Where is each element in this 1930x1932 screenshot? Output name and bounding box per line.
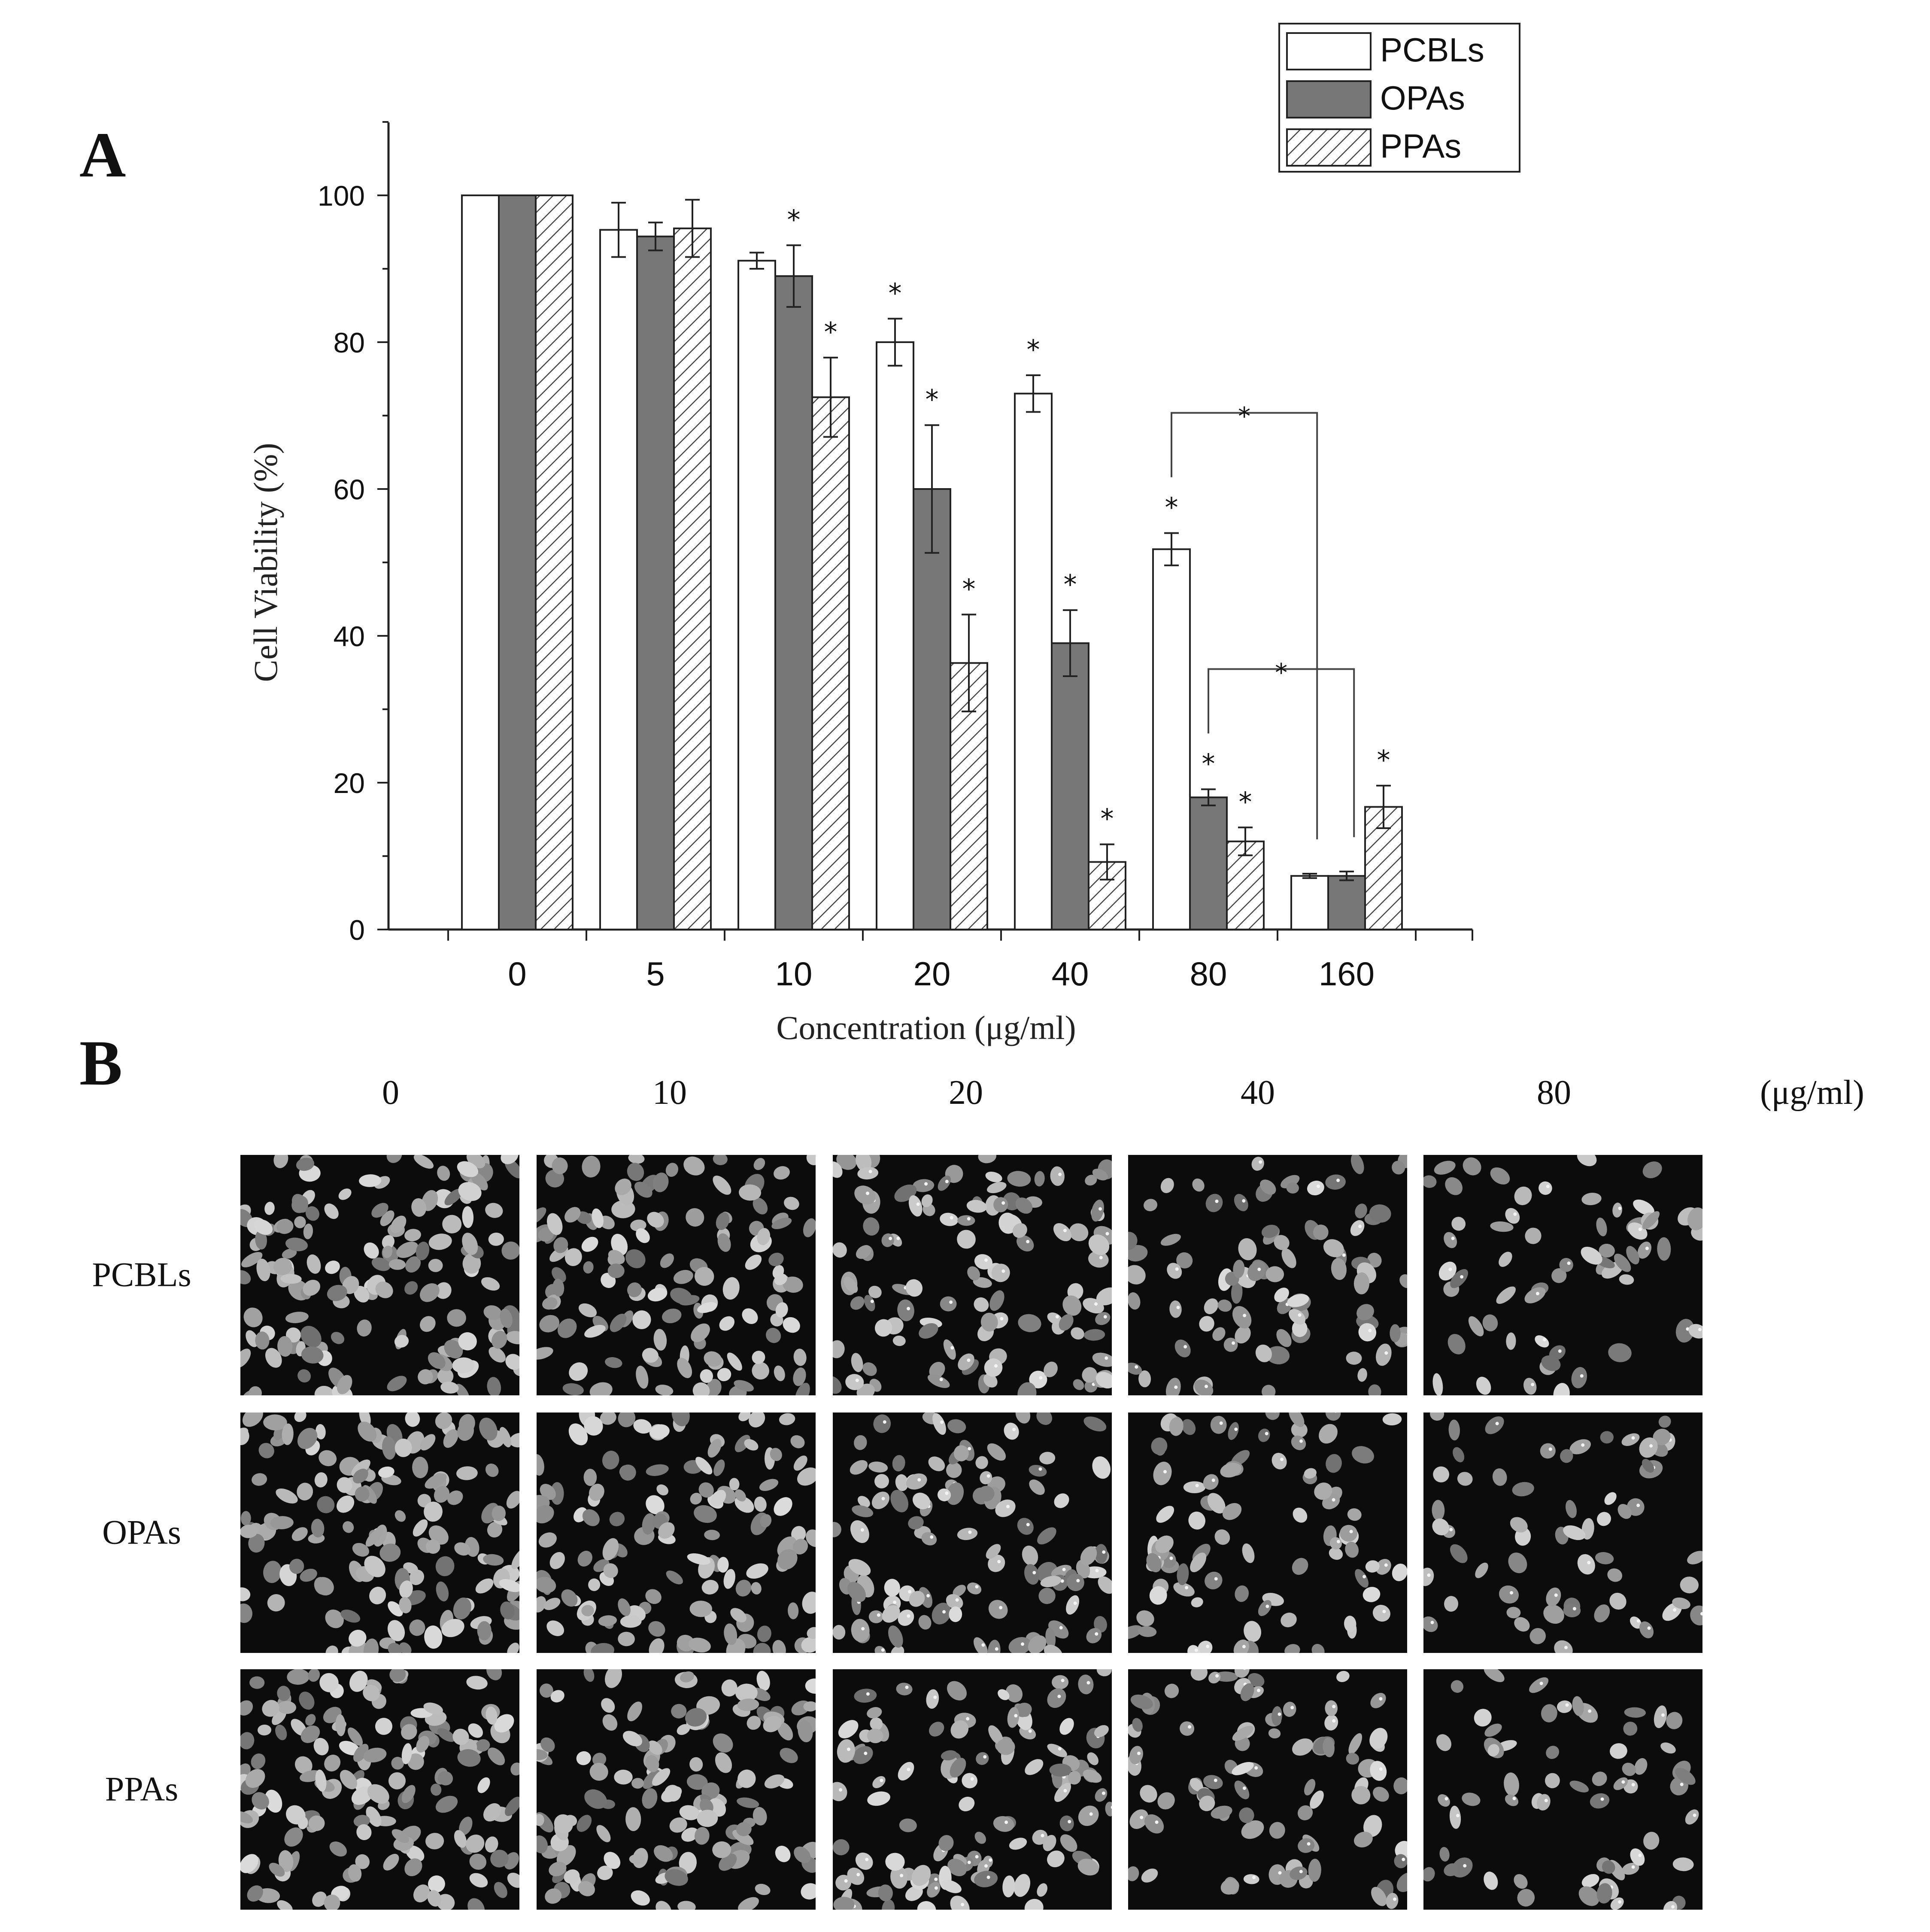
x-tick-label: 20 — [913, 955, 951, 993]
significance-marker: * — [1064, 569, 1077, 600]
significance-marker: * — [1202, 748, 1215, 779]
significance-marker: * — [889, 277, 902, 309]
y-tick-label: 80 — [334, 327, 365, 358]
bar — [1051, 642, 1089, 930]
significance-marker: * — [787, 204, 801, 235]
bar — [774, 275, 813, 930]
panel-a-label: A — [79, 119, 126, 191]
fluorescence-micrograph — [1128, 1155, 1407, 1395]
bar — [1014, 392, 1053, 931]
significance-marker: * — [824, 316, 838, 348]
bar — [461, 194, 500, 930]
significance-marker: * — [1101, 803, 1114, 835]
legend-swatch — [1286, 32, 1372, 70]
y-tick-label: 100 — [318, 180, 365, 212]
bar — [1189, 796, 1228, 930]
legend-label: PPAs — [1380, 127, 1461, 165]
legend-swatch — [1286, 80, 1372, 118]
fluorescence-micrograph — [833, 1413, 1112, 1653]
significance-marker: * — [1027, 334, 1040, 365]
significance-marker: * — [1377, 744, 1390, 776]
bar — [1152, 548, 1191, 930]
fluorescence-micrograph — [1423, 1669, 1702, 1910]
concentration-column-label: 40 — [1241, 1074, 1275, 1112]
bar — [498, 194, 537, 930]
y-axis-title: Cell Viability (%) — [247, 443, 284, 682]
concentration-column-label: 80 — [1537, 1074, 1571, 1112]
bar — [876, 341, 914, 930]
y-tick-label: 40 — [334, 620, 365, 652]
y-tick-label: 60 — [334, 474, 365, 505]
y-tick-label: 0 — [349, 914, 365, 946]
significance-marker: * — [926, 384, 939, 415]
fluorescence-micrograph — [240, 1155, 519, 1395]
fluorescence-micrograph — [833, 1155, 1112, 1395]
fluorescence-micrograph — [1128, 1413, 1407, 1653]
bar-chart: 0 20 40 60 80 100 0 5 10 20 40 80 160 Concentration (… — [247, 23, 1520, 1046]
panel-b-label: B — [79, 1027, 123, 1099]
fluorescence-micrograph — [1423, 1413, 1702, 1653]
legend-swatch — [1286, 128, 1372, 167]
fluorescence-micrograph — [833, 1669, 1112, 1910]
x-tick-label: 160 — [1319, 955, 1375, 993]
x-tick-label: 10 — [775, 955, 813, 993]
bar — [535, 194, 574, 930]
bar — [1327, 875, 1366, 931]
bar — [599, 229, 638, 930]
bar — [737, 260, 776, 931]
treatment-row-label: PCBLs — [92, 1256, 191, 1294]
concentration-column-label: 10 — [652, 1074, 687, 1112]
fluorescence-micrograph — [537, 1155, 816, 1395]
concentration-column-label: 0 — [382, 1074, 399, 1112]
comparison-marker: * — [1238, 402, 1250, 431]
concentration-unit-label: (μg/ml) — [1760, 1074, 1864, 1112]
fluorescence-micrograph — [537, 1669, 816, 1910]
x-axis-title: Concentration (μg/ml) — [776, 1009, 1076, 1046]
fluorescence-micrograph — [1128, 1669, 1407, 1910]
x-tick-label: 40 — [1052, 955, 1089, 993]
bar — [636, 235, 675, 930]
significance-marker: * — [962, 573, 976, 605]
legend-label: PCBLs — [1380, 31, 1484, 69]
comparison-marker: * — [1275, 658, 1287, 687]
x-tick-label: 80 — [1190, 955, 1227, 993]
fluorescence-micrograph — [1423, 1155, 1702, 1395]
bar — [1290, 875, 1329, 931]
fluorescence-micrograph — [240, 1669, 519, 1910]
x-tick-label: 0 — [508, 955, 526, 993]
significance-marker: * — [1239, 786, 1252, 817]
y-tick-label: 20 — [334, 767, 365, 799]
treatment-row-label: PPAs — [105, 1770, 179, 1808]
x-tick-label: 5 — [646, 955, 665, 993]
legend-label: OPAs — [1380, 79, 1465, 117]
bar — [811, 396, 850, 930]
bar — [913, 488, 951, 930]
significance-marker: * — [1165, 492, 1178, 523]
fluorescence-micrograph — [240, 1413, 519, 1653]
comparison-bracket — [1171, 412, 1318, 840]
treatment-row-label: OPAs — [102, 1513, 181, 1552]
bar — [673, 227, 712, 931]
comparison-bracket — [1208, 668, 1355, 837]
concentration-column-label: 20 — [949, 1074, 983, 1112]
fluorescence-micrograph — [537, 1413, 816, 1653]
